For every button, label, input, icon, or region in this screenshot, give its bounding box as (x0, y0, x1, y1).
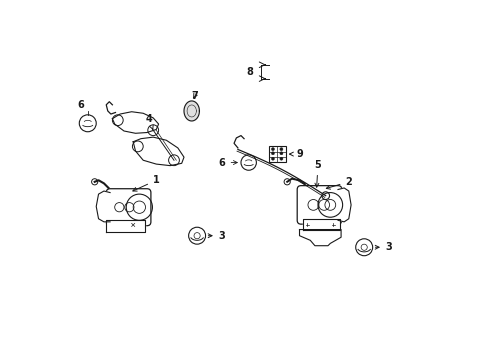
Text: 1: 1 (133, 175, 160, 191)
Polygon shape (96, 191, 110, 222)
Circle shape (271, 157, 274, 160)
Circle shape (279, 148, 283, 151)
FancyBboxPatch shape (297, 186, 341, 224)
Text: 6: 6 (77, 100, 84, 110)
Text: 2: 2 (325, 177, 351, 189)
Text: 3: 3 (208, 231, 225, 241)
Polygon shape (133, 137, 183, 166)
Polygon shape (337, 188, 350, 222)
Text: 6: 6 (219, 158, 237, 167)
Circle shape (271, 152, 274, 155)
Text: 3: 3 (374, 242, 392, 252)
Text: 7: 7 (191, 91, 198, 100)
Text: 5: 5 (314, 160, 321, 187)
Circle shape (271, 148, 274, 151)
Polygon shape (106, 220, 144, 232)
Polygon shape (302, 219, 339, 230)
Polygon shape (183, 101, 199, 121)
Polygon shape (112, 112, 158, 133)
Polygon shape (299, 230, 341, 246)
Text: 8: 8 (246, 67, 253, 77)
FancyBboxPatch shape (106, 189, 151, 226)
Text: 9: 9 (289, 149, 303, 159)
Circle shape (279, 157, 283, 160)
Text: 4: 4 (145, 114, 153, 129)
Circle shape (279, 152, 283, 155)
Bar (268, 147, 285, 162)
